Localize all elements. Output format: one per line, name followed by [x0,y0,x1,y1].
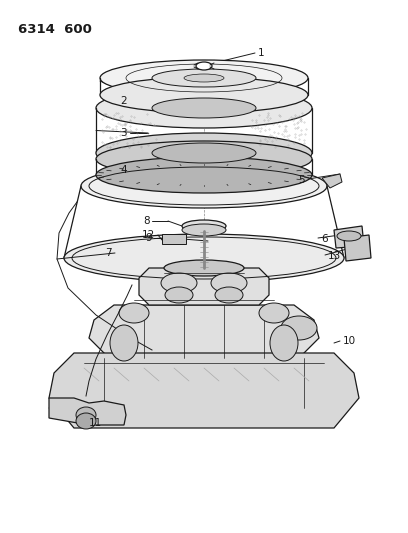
Ellipse shape [81,164,327,208]
Ellipse shape [76,407,96,423]
Ellipse shape [96,141,312,177]
Text: 8: 8 [143,216,150,226]
Ellipse shape [196,62,212,70]
Text: 9: 9 [145,233,152,243]
Ellipse shape [119,303,149,323]
Text: 13: 13 [328,251,341,261]
Polygon shape [49,353,359,428]
Ellipse shape [182,224,226,236]
Text: 2: 2 [120,96,127,106]
Ellipse shape [184,74,224,82]
Ellipse shape [100,77,308,113]
Text: 3: 3 [120,128,127,138]
Polygon shape [89,305,319,358]
Polygon shape [162,234,186,244]
Ellipse shape [182,220,226,232]
Ellipse shape [337,231,361,241]
Text: 10: 10 [343,336,356,346]
Ellipse shape [96,133,312,173]
Ellipse shape [64,234,344,282]
Ellipse shape [161,273,197,293]
Text: 7: 7 [105,248,112,258]
Polygon shape [49,398,126,425]
Polygon shape [322,174,342,188]
Ellipse shape [152,143,256,163]
Ellipse shape [152,98,256,118]
Ellipse shape [96,88,312,128]
Polygon shape [139,268,269,305]
Ellipse shape [164,260,244,276]
Text: 4: 4 [120,165,127,175]
Ellipse shape [100,60,308,96]
Ellipse shape [96,157,312,193]
Ellipse shape [110,325,138,361]
Ellipse shape [211,273,247,293]
Ellipse shape [270,325,298,361]
Text: 1: 1 [258,48,265,58]
Ellipse shape [165,287,193,303]
Ellipse shape [281,316,317,340]
Ellipse shape [152,69,256,87]
Ellipse shape [215,287,243,303]
Text: 12: 12 [142,230,155,240]
Ellipse shape [259,303,289,323]
Ellipse shape [76,413,96,429]
Text: 6: 6 [321,234,328,244]
Polygon shape [344,235,371,261]
Text: 5: 5 [298,175,305,185]
Text: 11: 11 [89,418,102,428]
Polygon shape [334,226,364,248]
Text: 6314  600: 6314 600 [18,23,92,36]
